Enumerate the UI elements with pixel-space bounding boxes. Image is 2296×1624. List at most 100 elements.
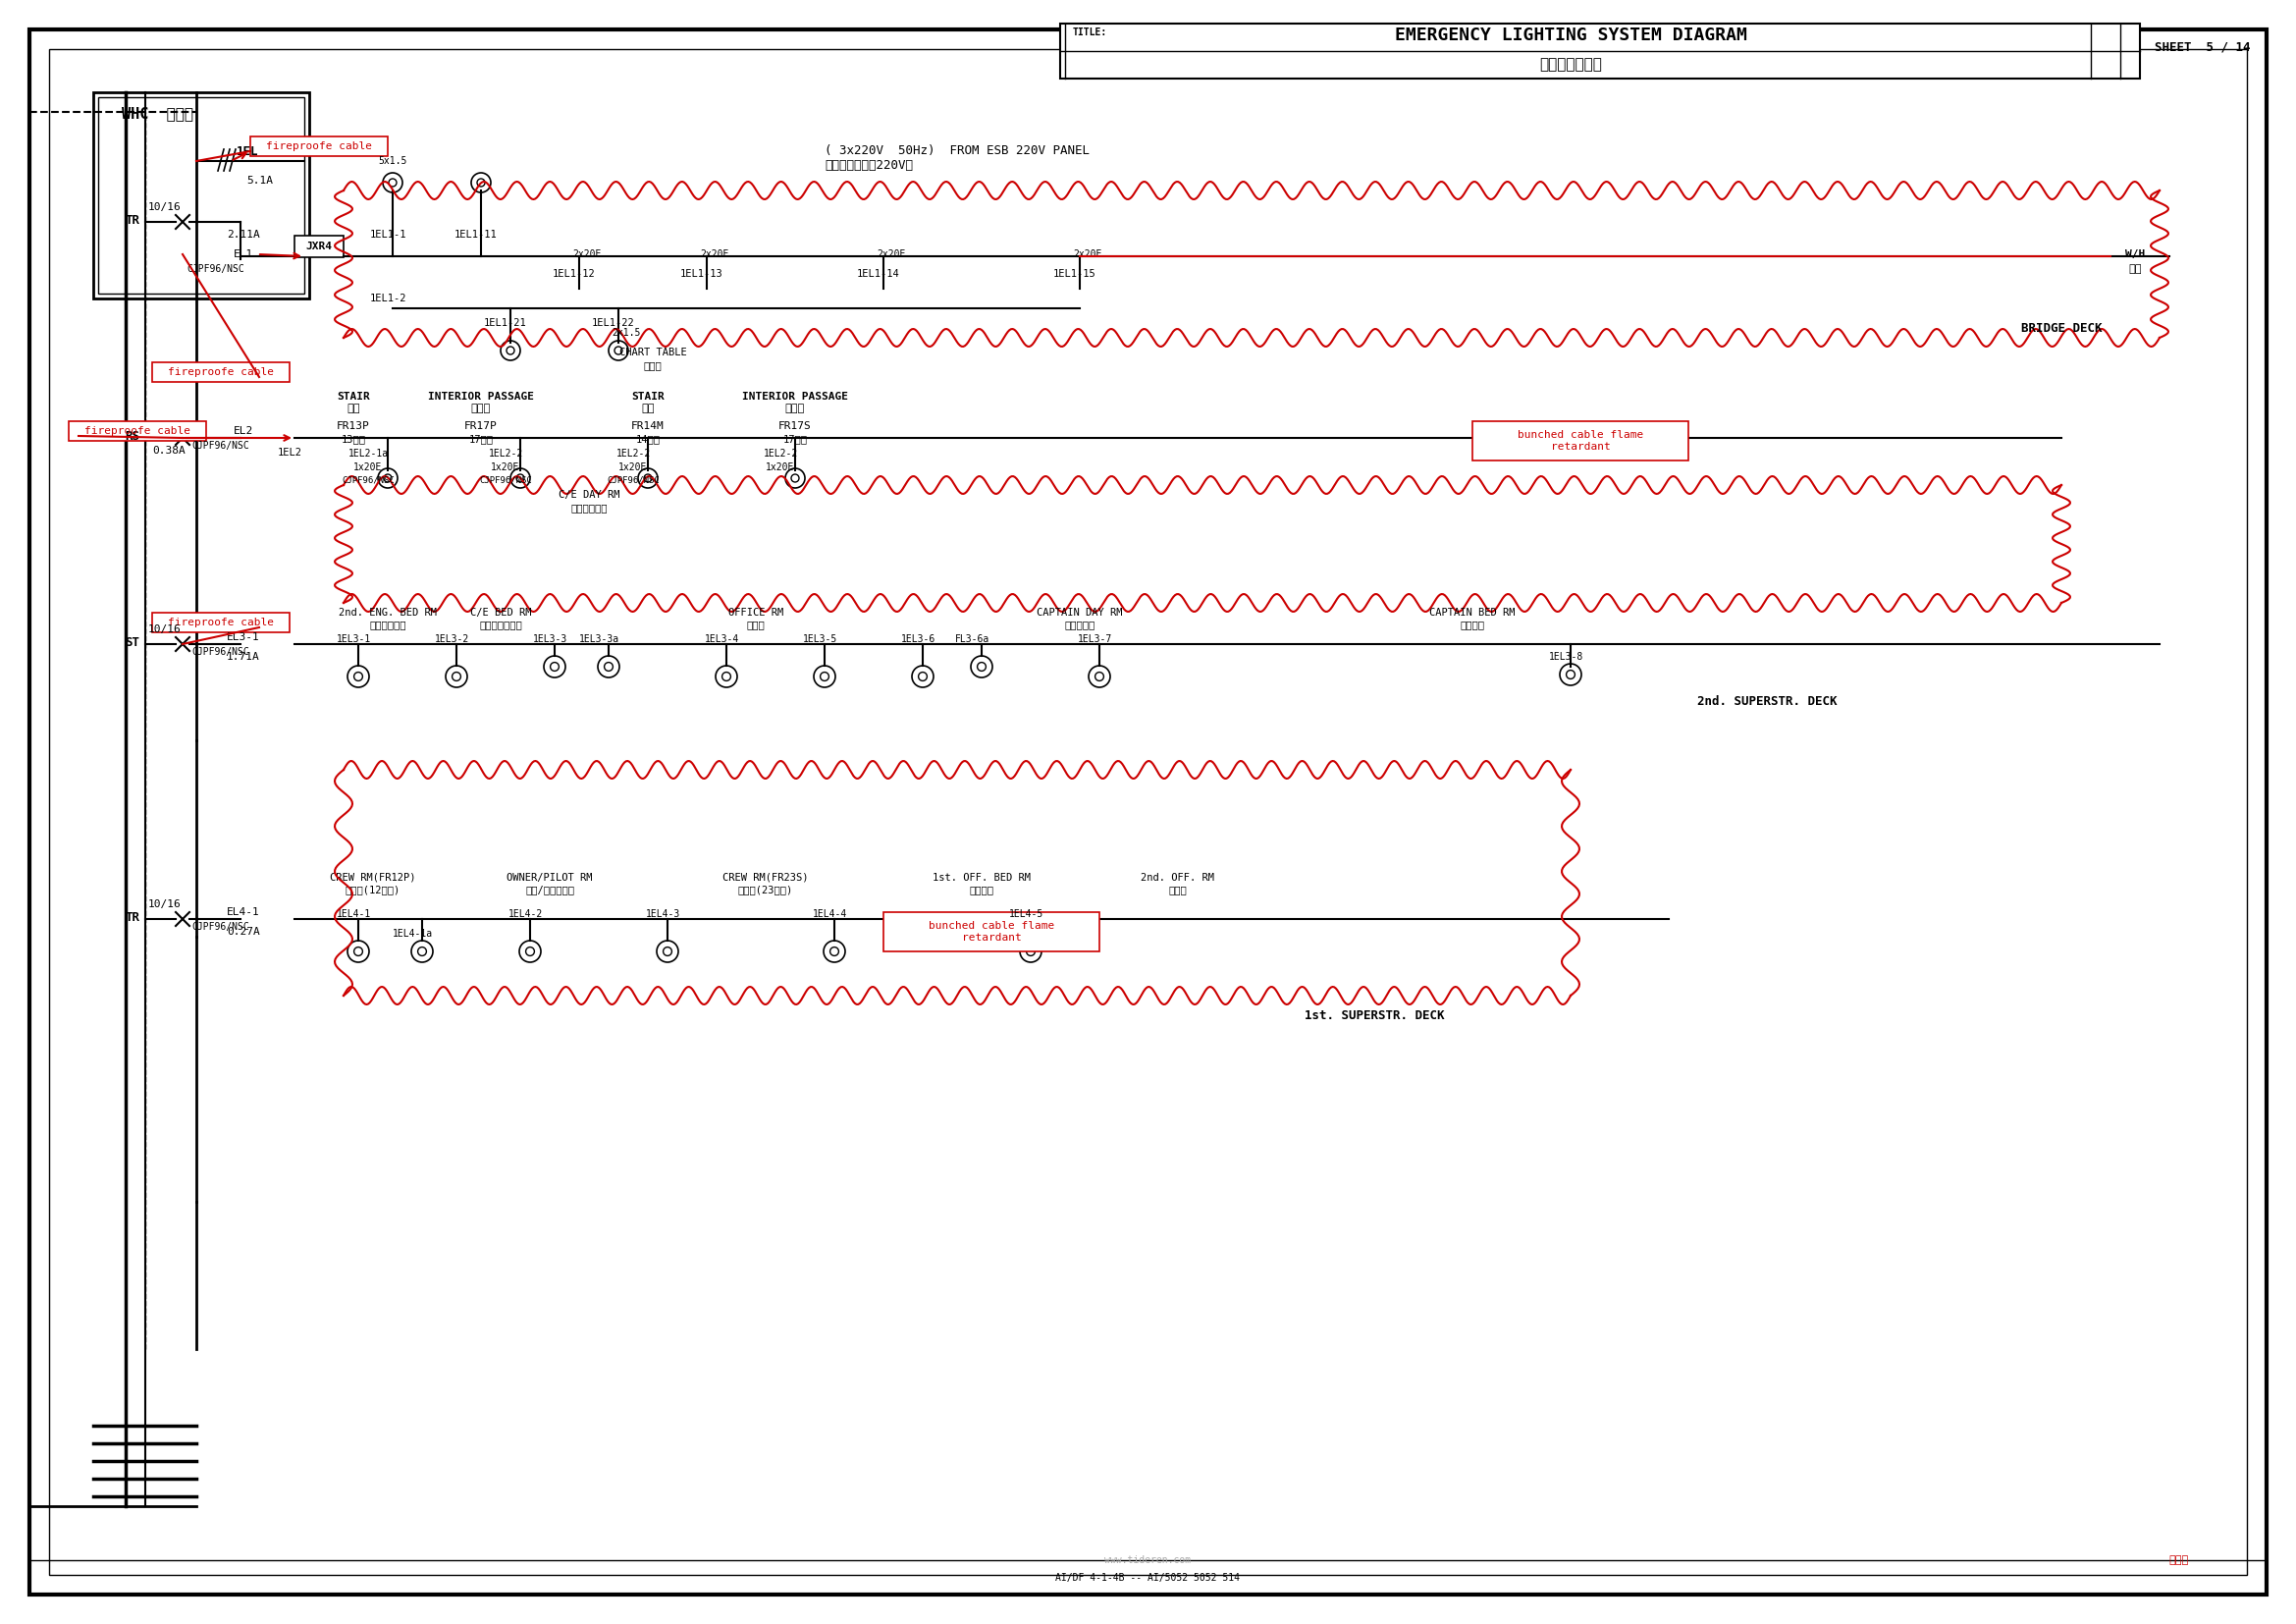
- Text: FR17P: FR17P: [464, 421, 498, 430]
- Text: 大副居室: 大副居室: [969, 885, 994, 895]
- Text: 1EL1-14: 1EL1-14: [856, 270, 900, 279]
- Text: INTERIOR PASSAGE: INTERIOR PASSAGE: [742, 391, 847, 401]
- Text: 1EL1-21: 1EL1-21: [484, 318, 528, 328]
- Text: TR: TR: [126, 213, 140, 226]
- Text: CJPF96/NSC: CJPF96/NSC: [193, 646, 250, 656]
- Text: ( 3x220V  50Hz)  FROM ESB 220V PANEL: ( 3x220V 50Hz) FROM ESB 220V PANEL: [824, 145, 1091, 158]
- Text: CREW RM(FR12P): CREW RM(FR12P): [331, 872, 416, 883]
- Text: C/E BED RM: C/E BED RM: [471, 607, 530, 617]
- Text: 二副室: 二副室: [1169, 885, 1187, 895]
- Text: EMERGENCY LIGHTING SYSTEM DIAGRAM: EMERGENCY LIGHTING SYSTEM DIAGRAM: [1394, 26, 1747, 44]
- Bar: [1061, 24, 2140, 78]
- Text: CAPTAIN DAY RM: CAPTAIN DAY RM: [1038, 607, 1123, 617]
- Text: 1EL2-1a: 1EL2-1a: [349, 448, 388, 458]
- Text: FR13P: FR13P: [338, 421, 370, 430]
- Text: 1EL1-2: 1EL1-2: [370, 294, 406, 304]
- Text: C/E DAY RM: C/E DAY RM: [558, 490, 620, 500]
- Text: 1EL3-3: 1EL3-3: [533, 635, 567, 645]
- Text: 13号左: 13号左: [342, 434, 365, 443]
- Text: 2nd. SUPERSTR. DECK: 2nd. SUPERSTR. DECK: [1697, 695, 1837, 708]
- Text: 大山运半居室: 大山运半居室: [370, 619, 406, 630]
- Text: FR14M: FR14M: [631, 421, 664, 430]
- Text: FL3-6a: FL3-6a: [955, 635, 990, 645]
- Text: CJPF96/NSC: CJPF96/NSC: [606, 476, 659, 484]
- Text: 轮机长办公室: 轮机长办公室: [572, 503, 608, 513]
- Text: SHEET  5 / 14: SHEET 5 / 14: [2154, 41, 2250, 54]
- Text: 1EL3-3a: 1EL3-3a: [579, 635, 620, 645]
- Text: 1st. OFF. BED RM: 1st. OFF. BED RM: [932, 872, 1031, 883]
- Text: 1EL3-2: 1EL3-2: [434, 635, 468, 645]
- Text: 内走道: 内走道: [471, 403, 491, 414]
- Text: CHART TABLE: CHART TABLE: [620, 348, 687, 357]
- Text: 船东/小船主居室: 船东/小船主居室: [526, 885, 574, 895]
- Text: 2x20E: 2x20E: [877, 250, 905, 260]
- Text: 2x20E: 2x20E: [700, 250, 730, 260]
- Text: www.tideren.com: www.tideren.com: [1104, 1556, 1192, 1566]
- Text: 刷员室(12号左): 刷员室(12号左): [344, 885, 400, 895]
- Text: 1EL1-15: 1EL1-15: [1054, 270, 1097, 279]
- Text: BRIDGE DECK: BRIDGE DECK: [2020, 322, 2101, 335]
- Text: fireproofe cable: fireproofe cable: [266, 141, 372, 151]
- Text: CJPF96/NSC: CJPF96/NSC: [193, 440, 250, 451]
- Text: CJPF96/NSC: CJPF96/NSC: [193, 922, 250, 932]
- Text: 1st. SUPERSTR. DECK: 1st. SUPERSTR. DECK: [1304, 1009, 1444, 1021]
- Text: CAPTAIN BED RM: CAPTAIN BED RM: [1430, 607, 1515, 617]
- Text: 5.1A: 5.1A: [248, 175, 273, 185]
- Text: bunched cable flame
retardant: bunched cable flame retardant: [928, 921, 1054, 942]
- Text: 刷员室(23号右): 刷员室(23号右): [737, 885, 794, 895]
- Text: 17号右: 17号右: [783, 434, 808, 443]
- Text: 1EL2-2: 1EL2-2: [762, 448, 797, 458]
- Text: STAIR: STAIR: [338, 391, 370, 401]
- Text: JXR4: JXR4: [305, 242, 333, 252]
- Text: CJPF96/NSC: CJPF96/NSC: [342, 476, 395, 484]
- Text: 1EL2: 1EL2: [278, 448, 301, 458]
- Text: 1EL4-5: 1EL4-5: [1008, 909, 1042, 919]
- Text: 1EL4-2: 1EL4-2: [507, 909, 542, 919]
- Text: 1x20E: 1x20E: [618, 463, 647, 473]
- Bar: [152, 612, 289, 632]
- Text: FR17S: FR17S: [778, 421, 813, 430]
- Text: ST: ST: [126, 635, 140, 648]
- Text: 1EL: 1EL: [236, 145, 259, 158]
- Text: 10/16: 10/16: [149, 203, 181, 213]
- Text: 1EL3-1: 1EL3-1: [335, 635, 370, 645]
- Bar: [99, 97, 305, 294]
- Text: RS: RS: [126, 430, 140, 442]
- Bar: [294, 235, 344, 257]
- Text: 1EL3-4: 1EL3-4: [705, 635, 739, 645]
- Text: fireproofe cable: fireproofe cable: [85, 425, 191, 435]
- Text: STAIR: STAIR: [631, 391, 664, 401]
- Text: 1EL1-11: 1EL1-11: [455, 229, 498, 240]
- Text: 海图区: 海图区: [643, 361, 661, 370]
- Text: 轮机长开房居室: 轮机长开房居室: [480, 619, 521, 630]
- Text: 梯道: 梯道: [641, 403, 654, 414]
- Text: WHC  驾控台: WHC 驾控台: [122, 107, 193, 122]
- Text: 2.11A: 2.11A: [227, 229, 259, 240]
- Text: 内走道: 内走道: [785, 403, 806, 414]
- Text: EL3-1: EL3-1: [227, 632, 259, 641]
- Bar: [94, 93, 310, 299]
- Text: 1EL3-6: 1EL3-6: [900, 635, 934, 645]
- Text: 2x20E: 2x20E: [572, 250, 602, 260]
- Text: 1EL4-4: 1EL4-4: [813, 909, 847, 919]
- Text: 1EL4-3: 1EL4-3: [645, 909, 680, 919]
- Text: fireproofe cable: fireproofe cable: [168, 617, 273, 627]
- Text: EL4-1: EL4-1: [227, 908, 259, 918]
- Text: 1EL2-2: 1EL2-2: [489, 448, 523, 458]
- Text: 1EL1-13: 1EL1-13: [680, 270, 723, 279]
- Text: 0.27A: 0.27A: [227, 927, 259, 937]
- Text: TITLE:: TITLE:: [1072, 28, 1107, 37]
- Text: 2x1.5: 2x1.5: [611, 328, 641, 338]
- Text: 1EL3-7: 1EL3-7: [1077, 635, 1111, 645]
- Text: 1EL1-1: 1EL1-1: [370, 229, 406, 240]
- Text: W/H: W/H: [2126, 250, 2144, 260]
- Text: CJPF96/NSC: CJPF96/NSC: [186, 265, 246, 274]
- Text: 2nd. ENG. BED RM: 2nd. ENG. BED RM: [338, 607, 436, 617]
- Text: INTERIOR PASSAGE: INTERIOR PASSAGE: [427, 391, 535, 401]
- Text: 1EL4-1: 1EL4-1: [335, 909, 370, 919]
- Bar: [30, 1561, 2266, 1595]
- Text: 2nd. OFF. RM: 2nd. OFF. RM: [1141, 872, 1215, 883]
- Bar: [69, 421, 207, 440]
- Bar: [1472, 421, 1688, 461]
- Text: CJPF96/NSC: CJPF96/NSC: [480, 476, 533, 484]
